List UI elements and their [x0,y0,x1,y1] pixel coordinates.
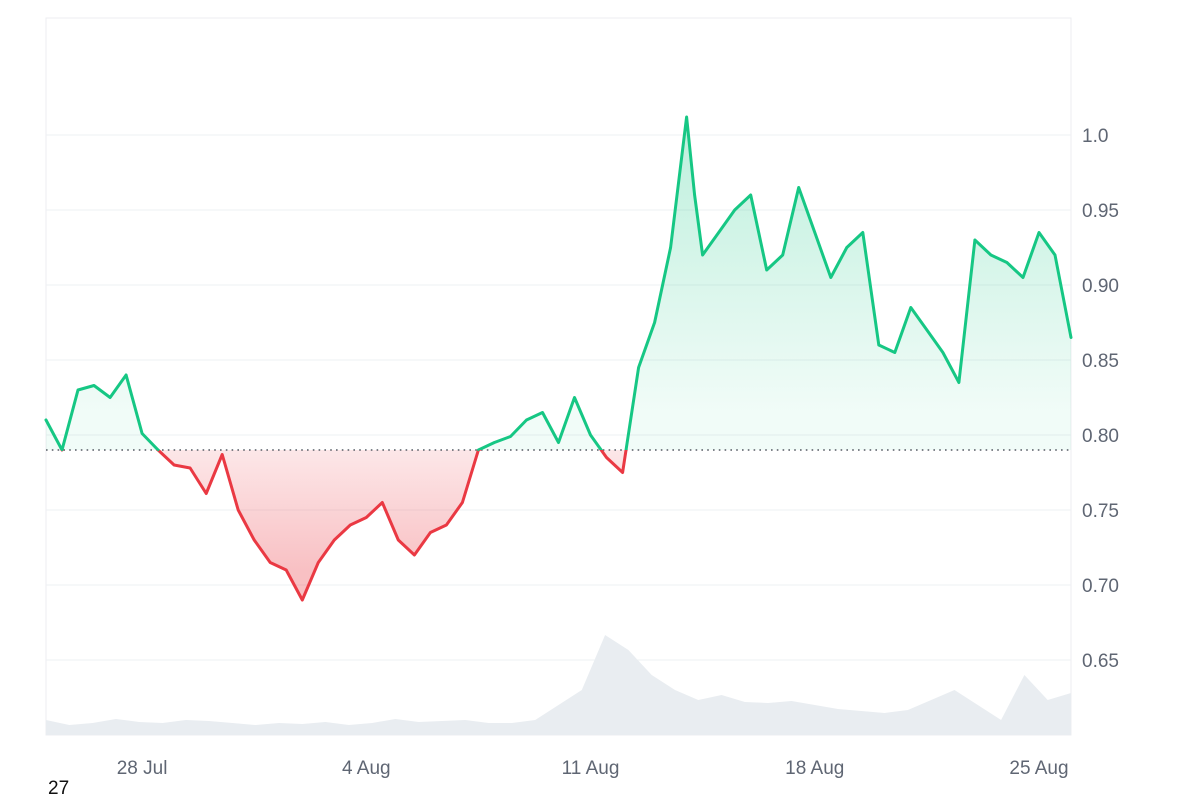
data-point [253,538,256,542]
y-tick-label: 0.90 [1082,276,1119,297]
x-tick-label: 18 Aug [785,758,844,779]
data-point [381,501,384,504]
data-point [461,501,464,504]
price-line-group [44,115,1073,602]
data-point [269,561,272,564]
data-point [76,388,80,392]
data-point [60,448,64,452]
data-point [797,186,800,189]
x-tick-label: 28 Jul [117,758,168,779]
data-point [685,115,688,119]
y-tick-label: 0.65 [1082,651,1119,672]
data-point [941,351,945,354]
data-point [1005,261,1009,264]
data-point [1021,276,1025,279]
y-tick-label: 0.75 [1082,501,1119,522]
data-point [693,193,696,197]
data-point [445,523,448,527]
data-point [813,231,816,234]
price-line-above [44,115,1073,450]
data-point [317,561,320,564]
data-point [477,448,480,452]
area-above-baseline [46,117,1071,450]
data-point [172,463,176,467]
data-point [333,538,336,542]
data-point [1069,336,1073,339]
data-point [765,268,768,272]
data-point [605,456,608,459]
y-tick-label: 0.85 [1082,351,1119,372]
data-point [140,432,144,435]
data-point [188,466,192,470]
data-point [573,396,576,399]
data-point [749,193,752,197]
data-point [429,531,432,534]
data-point [108,396,112,399]
data-point [397,538,400,542]
data-point [525,418,528,422]
data-point [701,253,704,257]
data-point [237,508,240,512]
x-tick-label: 25 Aug [1009,758,1068,779]
data-point [349,523,352,527]
volume-area [46,635,1071,735]
corner-label: 27 [48,778,70,799]
data-point [909,306,912,309]
data-point [1037,231,1041,234]
data-point [365,516,368,519]
data-point [733,208,736,212]
x-tick-label: 11 Aug [562,758,620,779]
data-point [124,373,128,377]
y-tick-label: 0.80 [1082,426,1119,447]
data-point [669,246,672,249]
data-point [717,231,720,234]
data-point [781,253,784,257]
data-point [861,231,864,234]
data-point [509,435,512,438]
y-tick-label: 0.70 [1082,576,1119,597]
x-tick-label: 4 Aug [342,758,391,779]
data-point [92,384,96,387]
volume-area-group [46,635,1071,735]
data-point [925,328,929,332]
data-point [44,418,48,422]
y-tick-label: 0.95 [1082,201,1119,222]
data-point [285,568,288,572]
data-point [156,448,160,452]
price-fill-group [46,117,1071,600]
data-point [653,321,656,324]
data-point [957,381,961,384]
data-point [893,351,896,354]
data-point [221,453,224,456]
data-point [205,492,208,495]
data-point [589,433,592,437]
data-point [621,471,624,474]
data-point [989,253,993,257]
data-point [557,441,560,444]
data-point [413,553,416,557]
data-point [845,246,848,249]
data-point [973,238,977,242]
y-axis: 0.65 0.70 0.75 0.80 0.85 0.90 0.95 1.0 [1082,126,1119,672]
y-tick-label: 1.0 [1082,126,1108,147]
data-point [877,343,880,347]
x-axis: 28 Jul 4 Aug 11 Aug 18 Aug 25 Aug [117,758,1069,779]
price-line-below [60,450,628,602]
data-point [493,441,496,444]
data-point [1053,253,1057,257]
data-point [541,411,544,414]
area-below-baseline [46,450,1071,600]
data-point [829,276,832,279]
data-point [301,598,304,602]
data-point [637,366,640,369]
